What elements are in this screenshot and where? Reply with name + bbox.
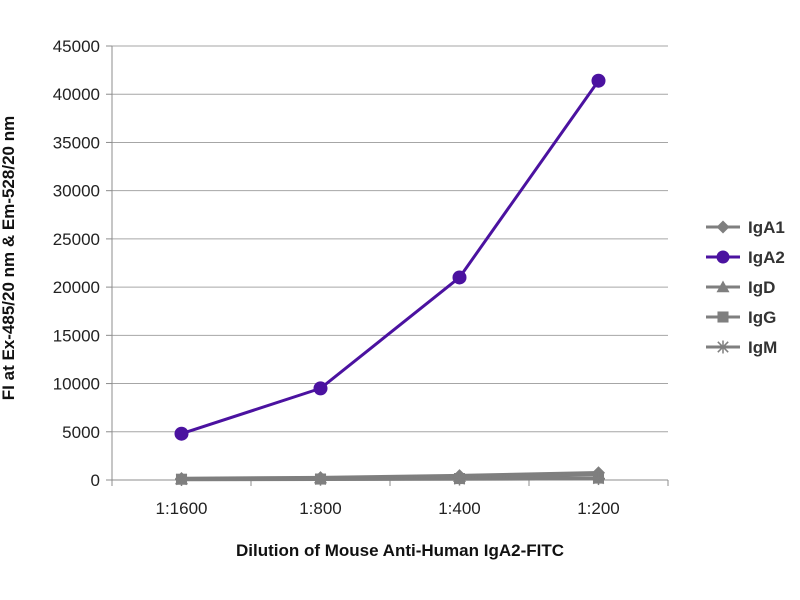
legend-item-igd: IgD bbox=[706, 278, 775, 297]
data-point-iga2 bbox=[452, 270, 467, 285]
legend-marker-iga2 bbox=[716, 250, 730, 264]
star-stroke bbox=[175, 473, 188, 486]
series-line-igm bbox=[181, 476, 599, 482]
legend-item-iga1: IgA1 bbox=[706, 218, 785, 237]
legend-label-iga1: IgA1 bbox=[748, 218, 785, 237]
axes bbox=[106, 45, 669, 486]
y-tick-label: 20000 bbox=[53, 278, 100, 297]
y-axis-ticks: 0 5000 10000 15000 20000 25000 30000 35000 40000… bbox=[53, 37, 100, 490]
y-tick-label: 30000 bbox=[53, 182, 100, 201]
y-axis-title: FI at Ex-485/20 nm & Em-528/20 nm bbox=[0, 116, 18, 400]
x-tick-label: 1:200 bbox=[577, 499, 620, 518]
series-layer bbox=[174, 73, 606, 487]
series-line-iga2 bbox=[181, 79, 600, 436]
data-point-iga2 bbox=[174, 426, 189, 441]
x-axis-title: Dilution of Mouse Anti-Human IgA2-FITC bbox=[236, 541, 564, 560]
legend-marker-igg bbox=[717, 311, 729, 323]
legend-marker-iga1 bbox=[716, 220, 730, 234]
star-stroke bbox=[717, 341, 729, 353]
x-tick-label: 1:1600 bbox=[156, 499, 208, 518]
legend-label-igm: IgM bbox=[748, 338, 777, 357]
y-tick-label: 10000 bbox=[53, 375, 100, 394]
y-tick-label: 15000 bbox=[53, 326, 100, 345]
y-tick-label: 5000 bbox=[62, 423, 100, 442]
x-tick-label: 1:800 bbox=[299, 499, 342, 518]
legend-label-igd: IgD bbox=[748, 278, 775, 297]
legend-label-igg: IgG bbox=[748, 308, 776, 327]
star-stroke bbox=[314, 473, 327, 485]
legend-item-iga2: IgA2 bbox=[706, 248, 785, 267]
data-point-iga2 bbox=[591, 73, 606, 88]
series-iga2 bbox=[174, 73, 606, 441]
x-axis-ticks: 1:1600 1:800 1:400 1:200 bbox=[156, 499, 620, 518]
y-tick-label: 0 bbox=[91, 471, 100, 490]
data-point-igm bbox=[175, 473, 188, 487]
legend: IgA1 IgA2 IgD IgG IgM bbox=[706, 218, 785, 357]
legend-item-igm: IgM bbox=[706, 338, 777, 357]
legend-item-igg: IgG bbox=[706, 308, 776, 327]
x-tick-label: 1:400 bbox=[438, 499, 481, 518]
y-tick-label: 25000 bbox=[53, 230, 100, 249]
series-igm bbox=[175, 472, 605, 487]
y-tick-label: 35000 bbox=[53, 133, 100, 152]
data-point-igm bbox=[453, 472, 466, 486]
data-point-igm bbox=[592, 472, 605, 486]
star-stroke bbox=[453, 473, 466, 485]
y-tick-label: 45000 bbox=[53, 37, 100, 56]
data-point-iga2 bbox=[313, 381, 328, 396]
star-stroke bbox=[592, 472, 605, 485]
legend-marker-igm bbox=[716, 340, 730, 354]
data-point-igm bbox=[314, 472, 327, 486]
y-tick-label: 40000 bbox=[53, 85, 100, 104]
gridlines bbox=[112, 45, 668, 433]
legend-marker-igd bbox=[716, 280, 730, 293]
legend-label-iga2: IgA2 bbox=[748, 248, 785, 267]
